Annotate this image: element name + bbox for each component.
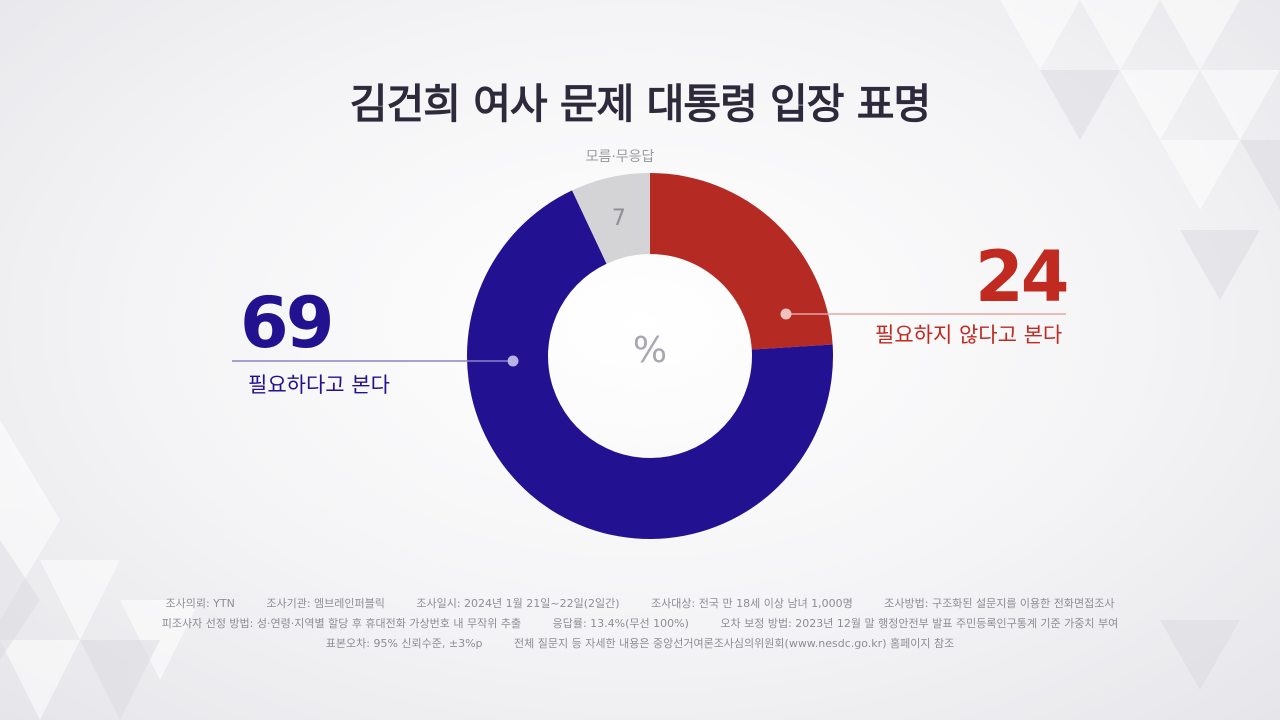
footnote-item: 피조사자 선정 방법: 성·연령·지역별 할당 후 휴대전화 가상번호 내 무작…	[161, 617, 522, 630]
footnote-line-2: 피조사자 선정 방법: 성·연령·지역별 할당 후 휴대전화 가상번호 내 무작…	[0, 614, 1280, 634]
footnote-item: 전체 질문지 등 자세한 내용은 중앙선거여론조사심의위원회(www.nesdc…	[514, 637, 955, 650]
need-leader-line-dot	[507, 355, 519, 367]
no-need-category-label: 필요하지 않다고 본다	[875, 323, 1063, 347]
footnote-item: 표본오차: 95% 신뢰수준, ±3%p	[325, 637, 483, 650]
center-unit-label: %	[632, 330, 668, 371]
footnote-item: 조사대상: 전국 만 18세 이상 남녀 1,000명	[651, 597, 853, 610]
no-need-value-label: 24	[975, 236, 1069, 318]
slice-no-need	[650, 173, 833, 350]
footnote-item: 조사일시: 2024년 1월 21일~22일(2일간)	[416, 597, 620, 610]
slice-dont-know-value: 7	[612, 206, 626, 231]
footnote-line-3: 표본오차: 95% 신뢰수준, ±3%p 전체 질문지 등 자세한 내용은 중앙…	[0, 634, 1280, 654]
footnote-item: 조사의뢰: YTN	[165, 597, 235, 610]
footnote-item: 응답률: 13.4%(무선 100%)	[552, 617, 689, 630]
need-category-label: 필요하다고 본다	[248, 373, 390, 397]
page-title: 김건희 여사 문제 대통령 입장 표명	[349, 80, 931, 128]
footnote-item: 조사방법: 구조화된 설문지를 이용한 전화면접조사	[884, 597, 1115, 610]
footnote-item: 오차 보정 방법: 2023년 12월 말 행정안전부 발표 주민등록인구통계 …	[720, 617, 1119, 630]
slice-need	[466, 190, 834, 540]
survey-footnote: 조사의뢰: YTN 조사기관: 엠브레인퍼블릭 조사일시: 2024년 1월 2…	[0, 594, 1280, 654]
dont-know-label: 모름·무응답	[585, 149, 655, 165]
no-need-leader-line-dot	[780, 308, 792, 320]
slice-dont-know	[572, 173, 650, 264]
footnote-item: 조사기관: 엠브레인퍼블릭	[266, 597, 385, 610]
footnote-line-1: 조사의뢰: YTN 조사기관: 엠브레인퍼블릭 조사일시: 2024년 1월 2…	[0, 594, 1280, 614]
need-value-label: 69	[240, 282, 334, 364]
